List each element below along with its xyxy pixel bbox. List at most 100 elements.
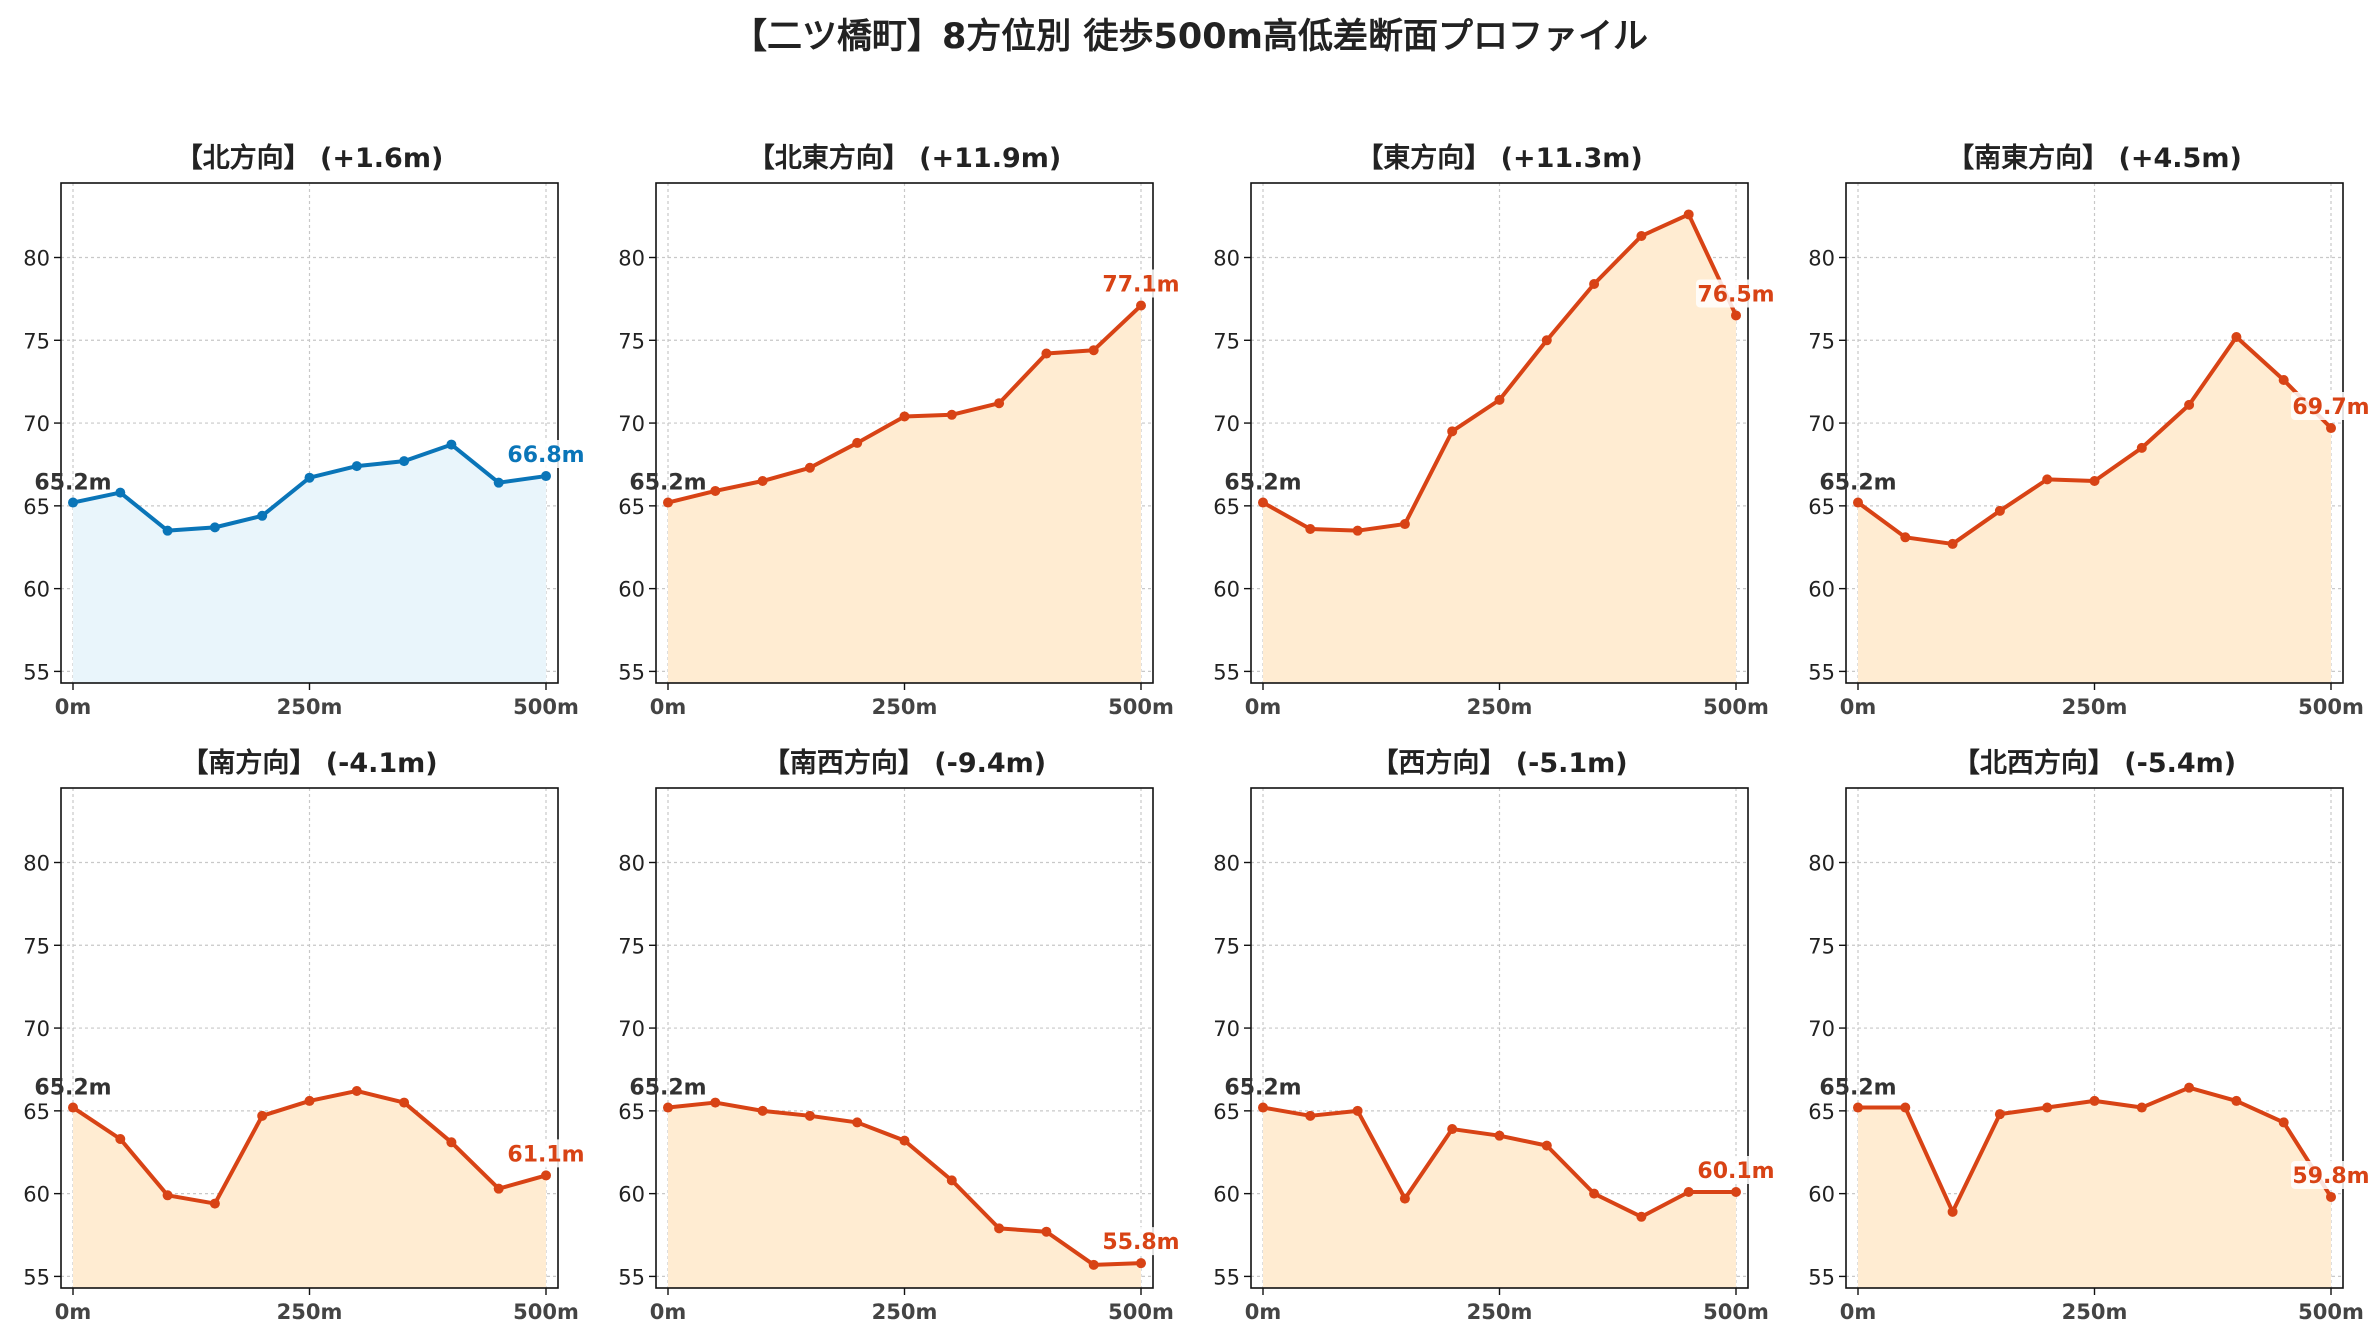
y-tick-label: 75 bbox=[23, 934, 50, 958]
x-tick-label: 500m bbox=[2298, 1300, 2364, 1324]
area-fill bbox=[668, 305, 1141, 683]
data-point bbox=[68, 1102, 78, 1113]
y-tick-label: 55 bbox=[1808, 660, 1835, 684]
data-point bbox=[257, 510, 268, 521]
y-tick-label: 80 bbox=[23, 852, 50, 876]
y-tick-label: 75 bbox=[1213, 934, 1240, 958]
data-point bbox=[351, 461, 362, 472]
end-value-label: 59.8m bbox=[2292, 1164, 2369, 1189]
data-point bbox=[757, 476, 768, 487]
data-point bbox=[994, 398, 1005, 409]
x-tick-label: 500m bbox=[1703, 695, 1769, 719]
data-point bbox=[757, 1105, 768, 1116]
data-point bbox=[1041, 348, 1052, 359]
data-point bbox=[852, 437, 863, 448]
subplot-5: 【南方向】 (-4.1m) 55 60 65 70 75 80 0m 250m 500m 65.2m… bbox=[23, 747, 586, 1324]
end-label-background bbox=[506, 440, 586, 469]
data-point bbox=[115, 1133, 126, 1144]
x-tick-label: 0m bbox=[1245, 695, 1282, 719]
area-fill bbox=[1858, 336, 2331, 683]
data-point bbox=[1589, 1188, 1600, 1199]
start-value-label: 65.2m bbox=[1224, 1076, 1301, 1101]
subplot-title: 【北方向】 (+1.6m) bbox=[176, 142, 444, 174]
data-point bbox=[1352, 525, 1363, 536]
data-point bbox=[2278, 375, 2289, 386]
data-point bbox=[804, 462, 815, 473]
end-label-background bbox=[2291, 392, 2371, 421]
end-value-label: 66.8m bbox=[507, 443, 584, 468]
y-tick-label: 75 bbox=[23, 329, 50, 353]
y-tick-label: 55 bbox=[618, 1265, 645, 1289]
y-tick-label: 75 bbox=[1808, 329, 1835, 353]
y-tick-label: 80 bbox=[1808, 852, 1835, 876]
y-tick-label: 80 bbox=[618, 852, 645, 876]
data-point bbox=[1636, 1211, 1647, 1222]
subplot-title: 【西方向】 (-5.1m) bbox=[1371, 747, 1627, 779]
data-point bbox=[1900, 532, 1911, 543]
data-point bbox=[1136, 300, 1146, 311]
y-tick-label: 65 bbox=[23, 495, 50, 519]
x-tick-label: 0m bbox=[55, 1300, 92, 1324]
x-tick-label: 0m bbox=[650, 1300, 687, 1324]
y-tick-label: 75 bbox=[1213, 329, 1240, 353]
data-point bbox=[899, 1135, 910, 1146]
data-point bbox=[1731, 310, 1741, 321]
data-point bbox=[946, 1175, 957, 1186]
start-value-label: 65.2m bbox=[1819, 471, 1896, 496]
y-tick-label: 55 bbox=[23, 1265, 50, 1289]
y-tick-label: 65 bbox=[1213, 1100, 1240, 1124]
subplot-7: 【西方向】 (-5.1m) 55 60 65 70 75 80 0m 250m 500m 65.2m… bbox=[1213, 747, 1776, 1324]
data-point bbox=[304, 472, 315, 483]
subplot-3: 【東方向】 (+11.3m) 55 60 65 70 75 80 0m 250m 500m 65.2… bbox=[1213, 142, 1776, 719]
data-point bbox=[710, 1097, 721, 1108]
data-point bbox=[209, 1198, 220, 1209]
data-point bbox=[1258, 1102, 1268, 1113]
y-tick-label: 80 bbox=[23, 247, 50, 271]
data-point bbox=[2278, 1117, 2289, 1128]
area-fill bbox=[1263, 1107, 1736, 1288]
y-tick-label: 70 bbox=[618, 412, 645, 436]
data-point bbox=[2089, 476, 2100, 487]
data-point bbox=[541, 471, 551, 482]
figure-title: 【二ツ橋町】8方位別 徒歩500m高低差断面プロファイル bbox=[731, 17, 1649, 57]
x-tick-label: 500m bbox=[513, 1300, 579, 1324]
end-label-background bbox=[1696, 1155, 1776, 1184]
start-value-label: 65.2m bbox=[1224, 471, 1301, 496]
area-fill bbox=[73, 444, 546, 683]
data-point bbox=[2136, 442, 2147, 453]
end-label-background bbox=[1101, 269, 1181, 298]
data-point bbox=[1636, 230, 1647, 241]
x-tick-label: 250m bbox=[872, 695, 938, 719]
x-tick-label: 0m bbox=[1840, 695, 1877, 719]
y-tick-label: 70 bbox=[1213, 412, 1240, 436]
y-tick-label: 70 bbox=[1808, 1017, 1835, 1041]
data-point bbox=[663, 1102, 673, 1113]
area-fill bbox=[1263, 214, 1736, 683]
end-value-label: 55.8m bbox=[1102, 1230, 1179, 1255]
data-point bbox=[710, 485, 721, 496]
data-point bbox=[1352, 1105, 1363, 1116]
y-tick-label: 55 bbox=[1808, 1265, 1835, 1289]
data-point bbox=[1947, 538, 1958, 549]
subplot-1: 【北方向】 (+1.6m) 55 60 65 70 75 80 0m 250m 500m 65.2m… bbox=[23, 142, 586, 719]
y-tick-label: 55 bbox=[618, 660, 645, 684]
start-value-label: 65.2m bbox=[1819, 1076, 1896, 1101]
end-value-label: 77.1m bbox=[1102, 273, 1179, 298]
y-tick-label: 70 bbox=[1808, 412, 1835, 436]
subplot-title: 【東方向】 (+11.3m) bbox=[1356, 142, 1642, 174]
y-tick-label: 65 bbox=[618, 495, 645, 519]
y-tick-label: 65 bbox=[1213, 495, 1240, 519]
y-tick-label: 75 bbox=[618, 934, 645, 958]
y-tick-label: 70 bbox=[23, 412, 50, 436]
start-value-label: 65.2m bbox=[34, 471, 111, 496]
data-point bbox=[1258, 497, 1268, 508]
x-tick-label: 0m bbox=[1840, 1300, 1877, 1324]
data-point bbox=[1541, 1140, 1552, 1151]
y-tick-label: 60 bbox=[618, 1183, 645, 1207]
data-point bbox=[68, 497, 78, 508]
data-point bbox=[1305, 1110, 1316, 1121]
x-tick-label: 500m bbox=[2298, 695, 2364, 719]
data-point bbox=[1853, 497, 1863, 508]
data-point bbox=[446, 1137, 457, 1148]
